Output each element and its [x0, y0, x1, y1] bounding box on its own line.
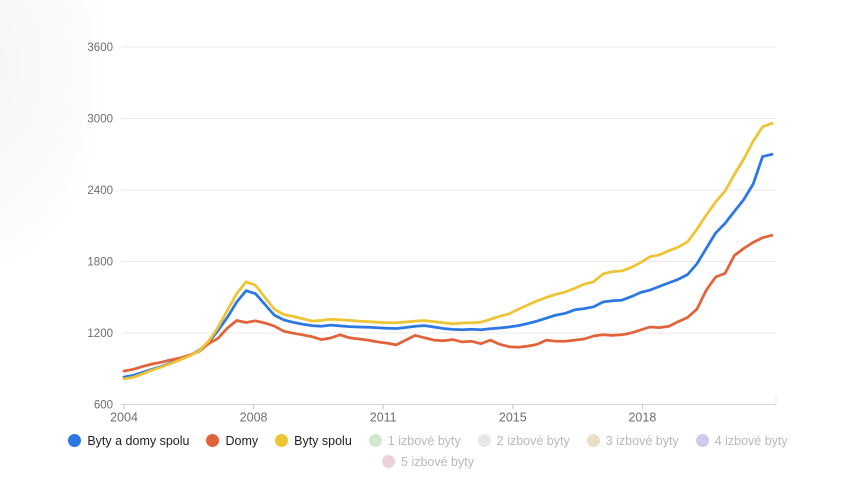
x-axis-label: 2011: [370, 411, 397, 425]
legend-row: Byty a domy spolu Domy Byty spolu 1 izbové …: [68, 431, 788, 450]
legend-swatch-icon: [368, 434, 382, 447]
y-axis-label: 3000: [87, 114, 113, 126]
legend-item-3[interactable]: 1 izbové byty: [368, 433, 461, 448]
legend-item-label: 3 izbové byty: [605, 433, 679, 448]
legend-item-4[interactable]: 2 izbové byty: [477, 433, 570, 448]
legend-row: 5 izbové byty: [382, 452, 474, 471]
legend-item-6[interactable]: 4 izbové byty: [695, 433, 788, 448]
legend-item-0[interactable]: Byty a domy spolu: [68, 434, 189, 448]
chart-legend: Byty a domy spolu Domy Byty spolu 1 izbové …: [0, 431, 856, 471]
legend-swatch-icon: [477, 434, 491, 447]
x-axis-label: 2008: [240, 411, 268, 425]
legend-swatch-icon: [695, 434, 709, 447]
legend-swatch-icon: [586, 434, 600, 447]
legend-swatch-icon: [382, 455, 396, 468]
series-line-2[interactable]: [122, 121, 774, 381]
series-line-0[interactable]: [122, 152, 774, 379]
x-axis-label: 2015: [499, 411, 527, 425]
legend-item-label: Domy: [225, 433, 259, 448]
legend-swatch-icon: [275, 434, 289, 447]
y-axis-label: 3600: [87, 42, 113, 54]
y-axis-label: 600: [94, 400, 113, 412]
legend-item-7[interactable]: 5 izbové byty: [382, 455, 474, 469]
y-axis-label: 1800: [87, 257, 113, 269]
legend-item-label: Byty spolu: [294, 433, 352, 448]
legend-item-5[interactable]: 3 izbové byty: [586, 433, 679, 448]
y-axis-label: 2400: [87, 185, 113, 197]
legend-item-label: Byty a domy spolu: [87, 433, 190, 448]
x-axis-label: 2018: [628, 411, 656, 425]
legend-item-label: 1 izbové byty: [387, 433, 461, 448]
legend-item-label: 5 izbové byty: [401, 454, 474, 469]
line-chart-plot[interactable]: 600 1200 1800 2400 3000 3600 2004 2008 2011 2015 2…: [0, 0, 856, 430]
y-axis-label: 1200: [87, 328, 113, 340]
legend-swatch-icon: [206, 434, 220, 447]
legend-swatch-icon: [68, 434, 82, 447]
legend-item-label: 2 izbové byty: [496, 433, 570, 448]
legend-item-label: 4 izbové byty: [714, 433, 788, 448]
legend-item-2[interactable]: Byty spolu: [275, 434, 352, 448]
legend-item-1[interactable]: Domy: [206, 434, 258, 448]
series-line-1[interactable]: [122, 233, 774, 373]
x-axis-label: 2004: [110, 411, 138, 425]
